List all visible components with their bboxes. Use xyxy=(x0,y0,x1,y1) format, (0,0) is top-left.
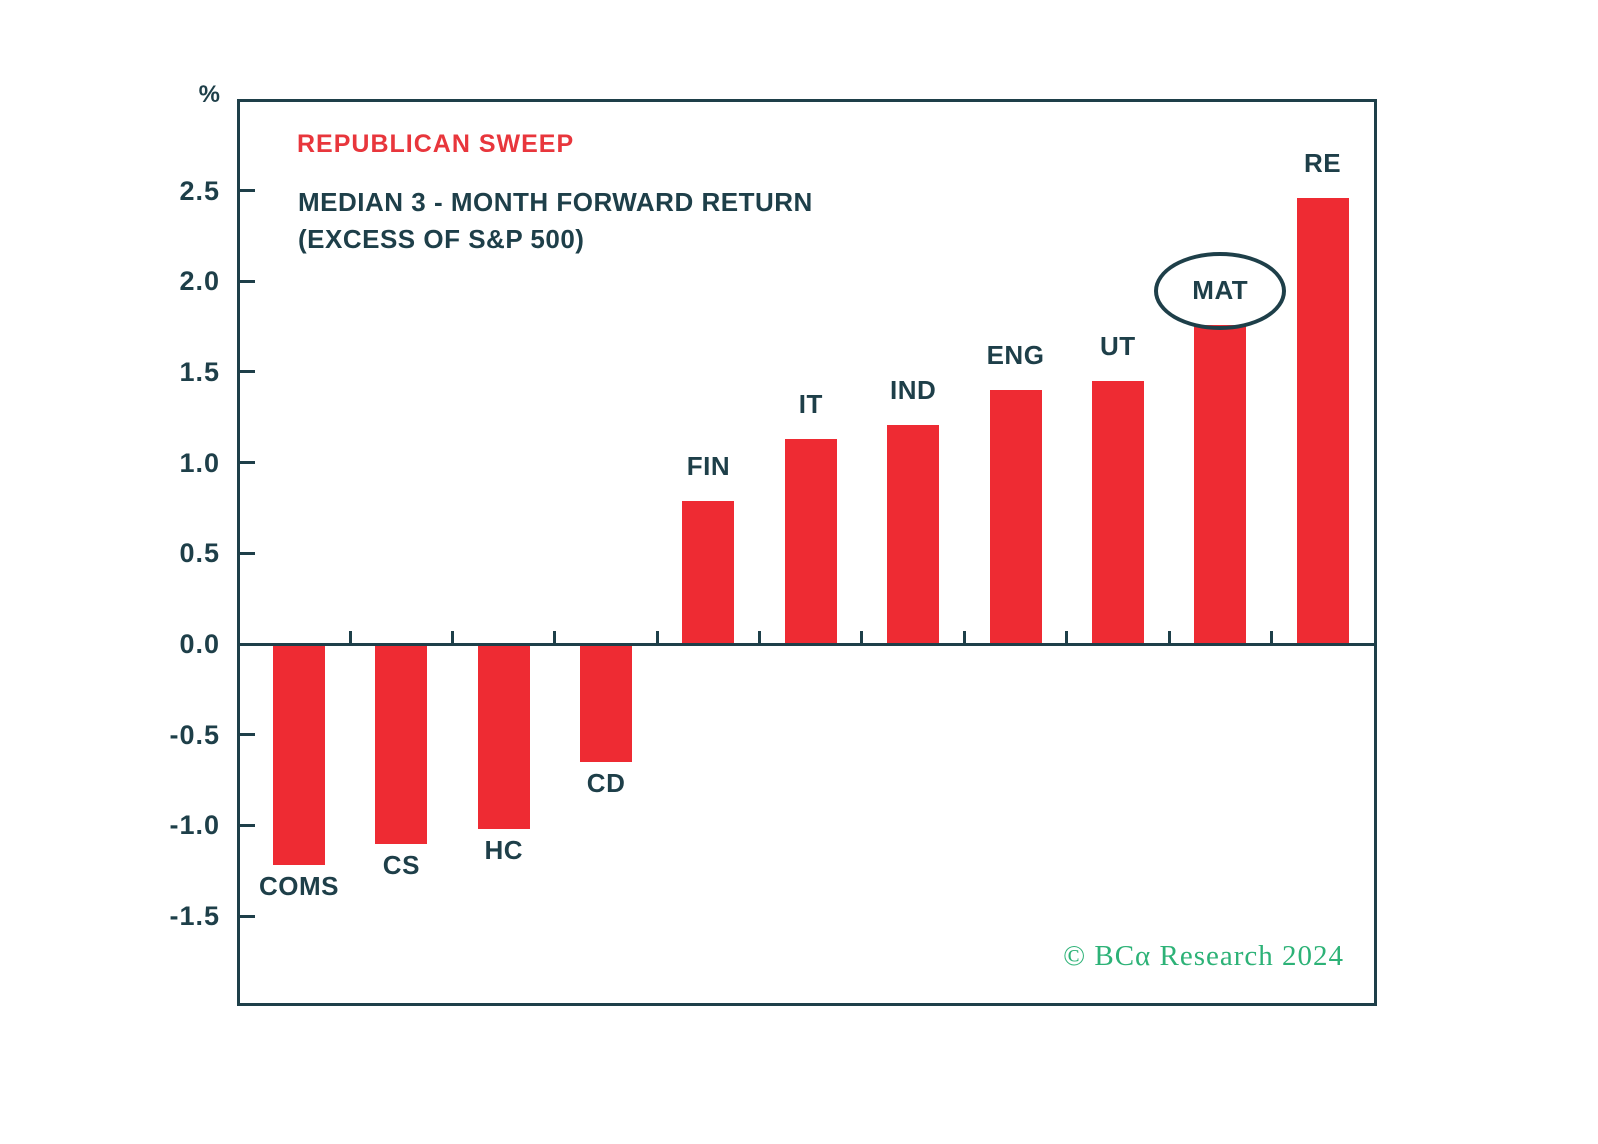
y-axis-tick xyxy=(240,189,255,192)
x-axis-tick xyxy=(348,631,352,644)
bar-fin xyxy=(682,500,735,644)
bar-cd xyxy=(580,644,633,762)
category-label-it: IT xyxy=(798,389,823,420)
bar-eng xyxy=(989,390,1042,644)
bar-mat xyxy=(1194,324,1247,644)
y-axis-tick xyxy=(240,733,255,737)
category-label-mat: MAT xyxy=(1192,275,1249,306)
y-axis-tick xyxy=(240,461,255,465)
bar-re xyxy=(1296,197,1349,644)
category-label-hc: HC xyxy=(484,835,523,866)
x-axis-tick xyxy=(655,631,659,644)
y-axis-tick xyxy=(240,279,255,283)
y-axis-tick-label: 2.5 xyxy=(179,175,220,206)
y-axis-tick-label: 1.5 xyxy=(179,356,220,387)
y-axis-tick-label: 0.5 xyxy=(179,538,220,569)
category-label-re: RE xyxy=(1304,147,1342,178)
x-axis-tick xyxy=(860,631,864,644)
category-label-cs: CS xyxy=(382,849,420,880)
bar-it xyxy=(784,439,837,644)
x-axis-zero-line xyxy=(240,642,1374,646)
y-axis-tick-label: -0.5 xyxy=(169,719,220,750)
category-label-ind: IND xyxy=(890,374,937,405)
bar-coms xyxy=(273,644,325,866)
bar-ut xyxy=(1091,380,1144,644)
bar-ind xyxy=(887,424,940,644)
category-label-cd: CD xyxy=(586,767,626,798)
x-axis-tick xyxy=(962,631,966,644)
bar-hc xyxy=(477,644,530,830)
x-axis-tick xyxy=(1065,631,1069,644)
category-label-ut: UT xyxy=(1100,330,1136,361)
category-label-eng: ENG xyxy=(986,340,1045,371)
copyright-credit: © BCα Research 2024 xyxy=(1063,940,1344,972)
y-axis-tick xyxy=(240,914,255,918)
category-label-coms: COMS xyxy=(259,871,339,902)
chart-subtitle: MEDIAN 3 - MONTH FORWARD RETURN (EXCESS … xyxy=(298,184,813,258)
chart-subtitle-line2: (EXCESS OF S&P 500) xyxy=(298,224,585,254)
category-label-fin: FIN xyxy=(686,450,731,481)
y-axis-tick-label: -1.5 xyxy=(169,901,220,932)
x-axis-tick xyxy=(451,631,455,644)
y-axis-unit-label: % xyxy=(198,81,220,108)
annotation-ellipse-mat: MAT xyxy=(1154,251,1287,330)
bar-cs xyxy=(375,644,428,844)
y-axis-tick-label: 2.0 xyxy=(179,266,220,297)
x-axis-tick xyxy=(1269,631,1273,644)
plot-area: REPUBLICAN SWEEP MEDIAN 3 - MONTH FORWAR… xyxy=(237,99,1377,1006)
y-axis-tick-label: -1.0 xyxy=(169,810,220,841)
x-axis-tick xyxy=(553,631,557,644)
y-axis-tick xyxy=(240,551,255,555)
y-axis-tick xyxy=(240,370,255,374)
chart-title: REPUBLICAN SWEEP xyxy=(297,130,575,158)
chart-subtitle-line1: MEDIAN 3 - MONTH FORWARD RETURN xyxy=(298,187,813,217)
y-axis-tick xyxy=(240,642,255,646)
y-axis-tick-label: 1.0 xyxy=(179,447,220,478)
x-axis-tick xyxy=(758,631,762,644)
x-axis-tick xyxy=(1167,631,1171,644)
y-axis-tick-label: 0.0 xyxy=(179,629,220,659)
y-axis-tick xyxy=(240,823,255,827)
